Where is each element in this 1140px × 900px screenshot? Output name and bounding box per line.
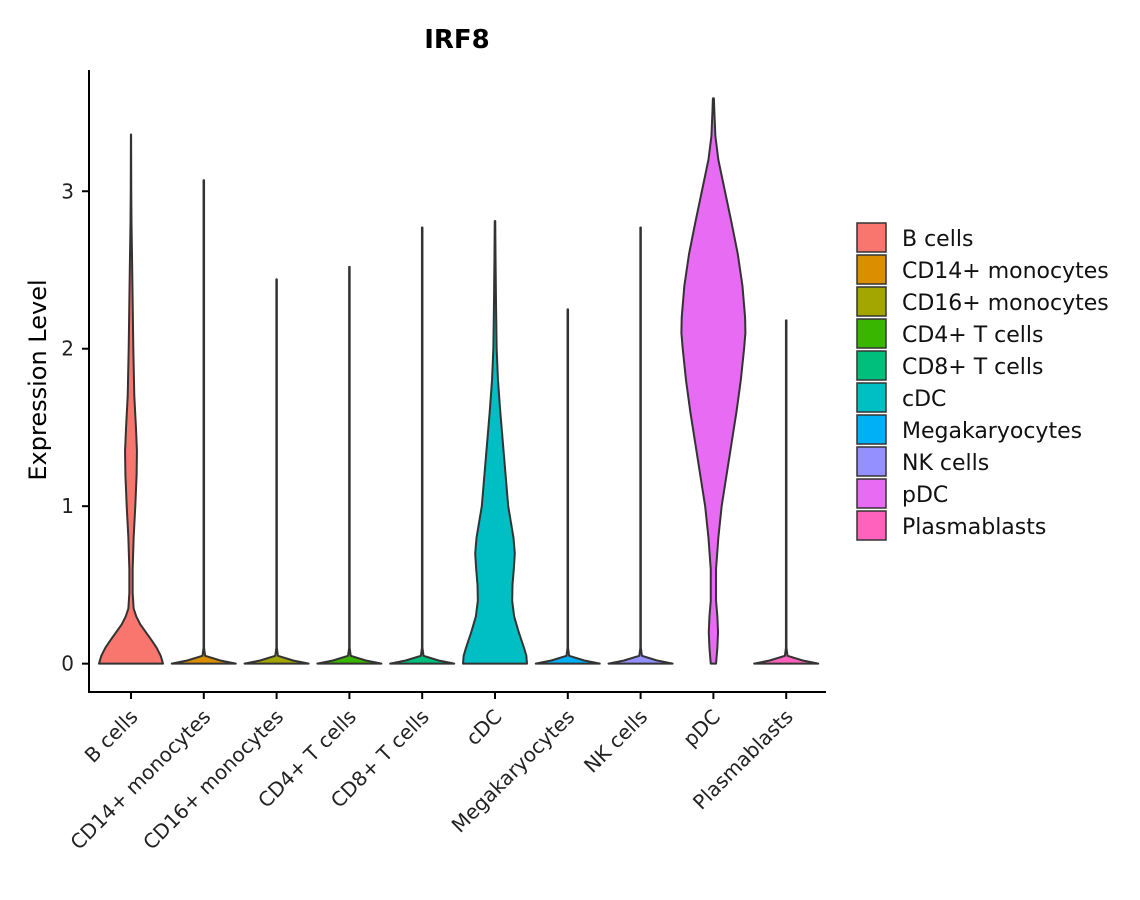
- legend-label-cd4plus-t-cells: CD4+ T cells: [902, 323, 1043, 348]
- x-tick-label-cdc: cDC: [461, 705, 507, 751]
- x-tick-label-pdc: pDC: [678, 705, 725, 752]
- legend-swatch-cd8plus-t-cells: [856, 350, 887, 381]
- legend-label-b-cells: B cells: [902, 227, 973, 252]
- violin-b-cells: [97, 133, 165, 665]
- violin-cd16plus-monocytes: [243, 278, 310, 665]
- legend-swatch-pdc: [856, 478, 887, 509]
- x-tick-label-b-cells: B cells: [80, 705, 143, 768]
- legend-swatch-nk-cells: [856, 446, 887, 477]
- violin-nk-cells: [607, 226, 674, 665]
- x-tick-label-cd14plus-monocytes: CD14+ monocytes: [65, 705, 215, 855]
- legend-label-cd14plus-monocytes: CD14+ monocytes: [902, 259, 1109, 284]
- legend-label-nk-cells: NK cells: [902, 451, 989, 476]
- legend-label-pdc: pDC: [902, 483, 948, 508]
- violin-cd14plus-monocytes: [170, 179, 237, 665]
- violin-plasmablasts: [753, 319, 820, 665]
- y-tick-label: 1: [61, 494, 74, 518]
- legend-label-cd16plus-monocytes: CD16+ monocytes: [902, 291, 1109, 316]
- y-axis-title: Expression Level: [24, 279, 52, 480]
- x-tick-label-nk-cells: NK cells: [579, 705, 652, 778]
- legend-label-plasmablasts: Plasmablasts: [902, 515, 1046, 540]
- violin-megakaryocytes: [534, 308, 601, 665]
- violin-pdc: [680, 97, 747, 665]
- violin-cdc: [461, 220, 529, 665]
- legend-swatch-megakaryocytes: [856, 414, 887, 445]
- violin-cd4plus-t-cells: [316, 265, 383, 665]
- y-tick-label: 3: [61, 179, 74, 203]
- violin-cd8plus-t-cells: [389, 226, 456, 665]
- y-tick-label: 0: [61, 652, 74, 676]
- legend-swatch-b-cells: [856, 222, 887, 253]
- y-axis-ticks: 0 1 2 3: [61, 179, 89, 676]
- legend: B cells CD14+ monocytes CD16+ monocytes CD4…: [856, 222, 1109, 541]
- legend-swatch-cd14plus-monocytes: [856, 254, 887, 285]
- chart-title: IRF8: [424, 25, 490, 55]
- y-tick-label: 2: [61, 337, 74, 361]
- legend-swatch-cd16plus-monocytes: [856, 286, 887, 317]
- x-tick-label-megakaryocytes: Megakaryocytes: [447, 705, 580, 838]
- legend-label-cdc: cDC: [902, 387, 946, 412]
- legend-label-cd8plus-t-cells: CD8+ T cells: [902, 355, 1043, 380]
- legend-label-megakaryocytes: Megakaryocytes: [902, 419, 1082, 444]
- legend-swatch-cdc: [856, 382, 887, 413]
- legend-swatch-cd4plus-t-cells: [856, 318, 887, 349]
- x-tick-label-cd16plus-monocytes: CD16+ monocytes: [138, 705, 288, 855]
- legend-swatch-plasmablasts: [856, 510, 887, 541]
- violins-group: [97, 97, 820, 665]
